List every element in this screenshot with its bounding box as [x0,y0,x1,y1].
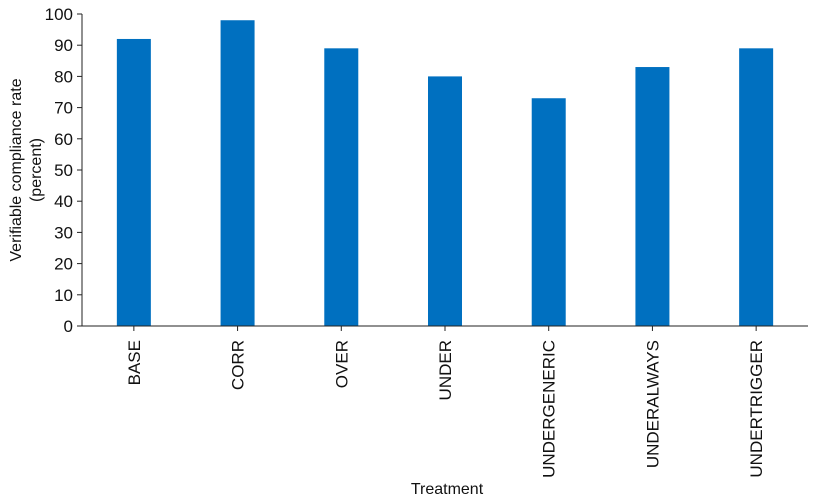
y-axis-title-unit: (percent) [28,138,45,202]
bar-underalways [635,67,670,326]
bar-undertrigger [739,48,774,326]
y-tick-label: 70 [54,99,73,118]
bars [116,20,774,327]
x-tick-label: BASE [125,340,144,385]
bar-corr [220,20,255,327]
y-axis-title: Verifiable compliance rate [8,78,25,261]
x-tick-label: UNDER [436,340,455,400]
x-tick-label: OVER [332,340,351,388]
y-tick-label: 30 [54,223,73,242]
y-tick-label: 10 [54,286,73,305]
x-tick-label: UNDERTRIGGER [747,340,766,478]
y-tick-label: 90 [54,36,73,55]
y-tick-label: 50 [54,161,73,180]
y-axis-ticks: 0 10 20 30 40 50 60 70 80 90 100 [45,5,82,336]
y-tick-label: 20 [54,255,73,274]
x-axis-tick-labels: BASE CORR OVER UNDER UNDERGENERIC UNDERALWAYS… [125,326,766,478]
y-tick-label: 60 [54,130,73,149]
x-tick-label: UNDERGENERIC [540,340,559,478]
y-tick-label: 0 [64,317,73,336]
y-tick-label: 80 [54,67,73,86]
bar-base [116,38,151,327]
x-tick-label: CORR [229,340,248,390]
x-tick-label: UNDERALWAYS [643,340,662,468]
bar-undergeneric [531,98,566,327]
bar-under [428,76,462,327]
y-tick-label: 40 [54,192,73,211]
x-axis-title: Treatment [411,481,484,498]
y-tick-label: 100 [45,5,73,24]
bar-over [324,48,359,326]
